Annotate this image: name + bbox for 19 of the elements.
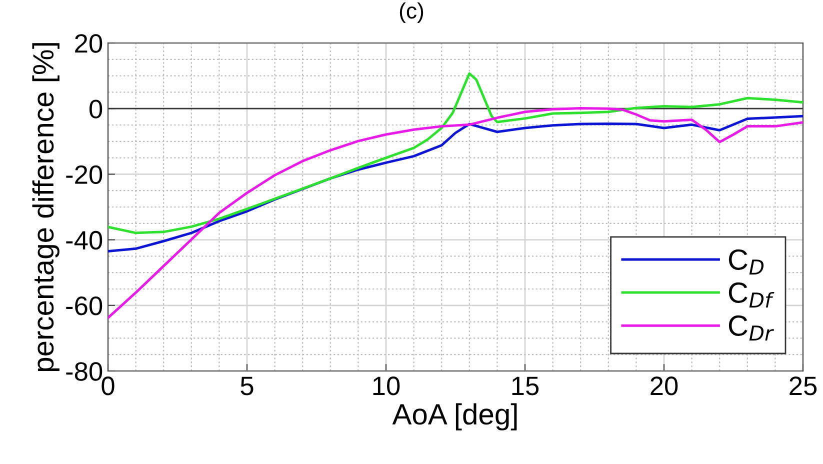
- line-series: [108, 72, 803, 234]
- x-tick-label: 25: [790, 376, 817, 396]
- y-tick-label: -20: [66, 165, 102, 184]
- x-tick-label: 10: [373, 376, 400, 396]
- legend-label: C$_{Df}$: [728, 282, 774, 308]
- y-tick-label: 0: [89, 100, 102, 118]
- legend-label: C$_{D}$: [728, 249, 764, 274]
- legend-label: C$_{Dr}$: [728, 315, 774, 341]
- y-tick-label: -40: [66, 230, 102, 250]
- y-tick-label: 20: [75, 34, 102, 53]
- y-tick-label: -60: [66, 296, 102, 316]
- chart-title: (c): [400, 2, 424, 24]
- y-tick-label: -80: [66, 362, 102, 381]
- x-tick-label: 20: [650, 376, 678, 396]
- x-axis-title: AoA [deg]: [392, 403, 517, 430]
- x-tick-label: 5: [240, 376, 254, 396]
- y-axis-title: percentage difference [%]: [32, 43, 60, 372]
- x-tick-label: 15: [512, 376, 539, 396]
- x-tick-label: 0: [102, 376, 114, 396]
